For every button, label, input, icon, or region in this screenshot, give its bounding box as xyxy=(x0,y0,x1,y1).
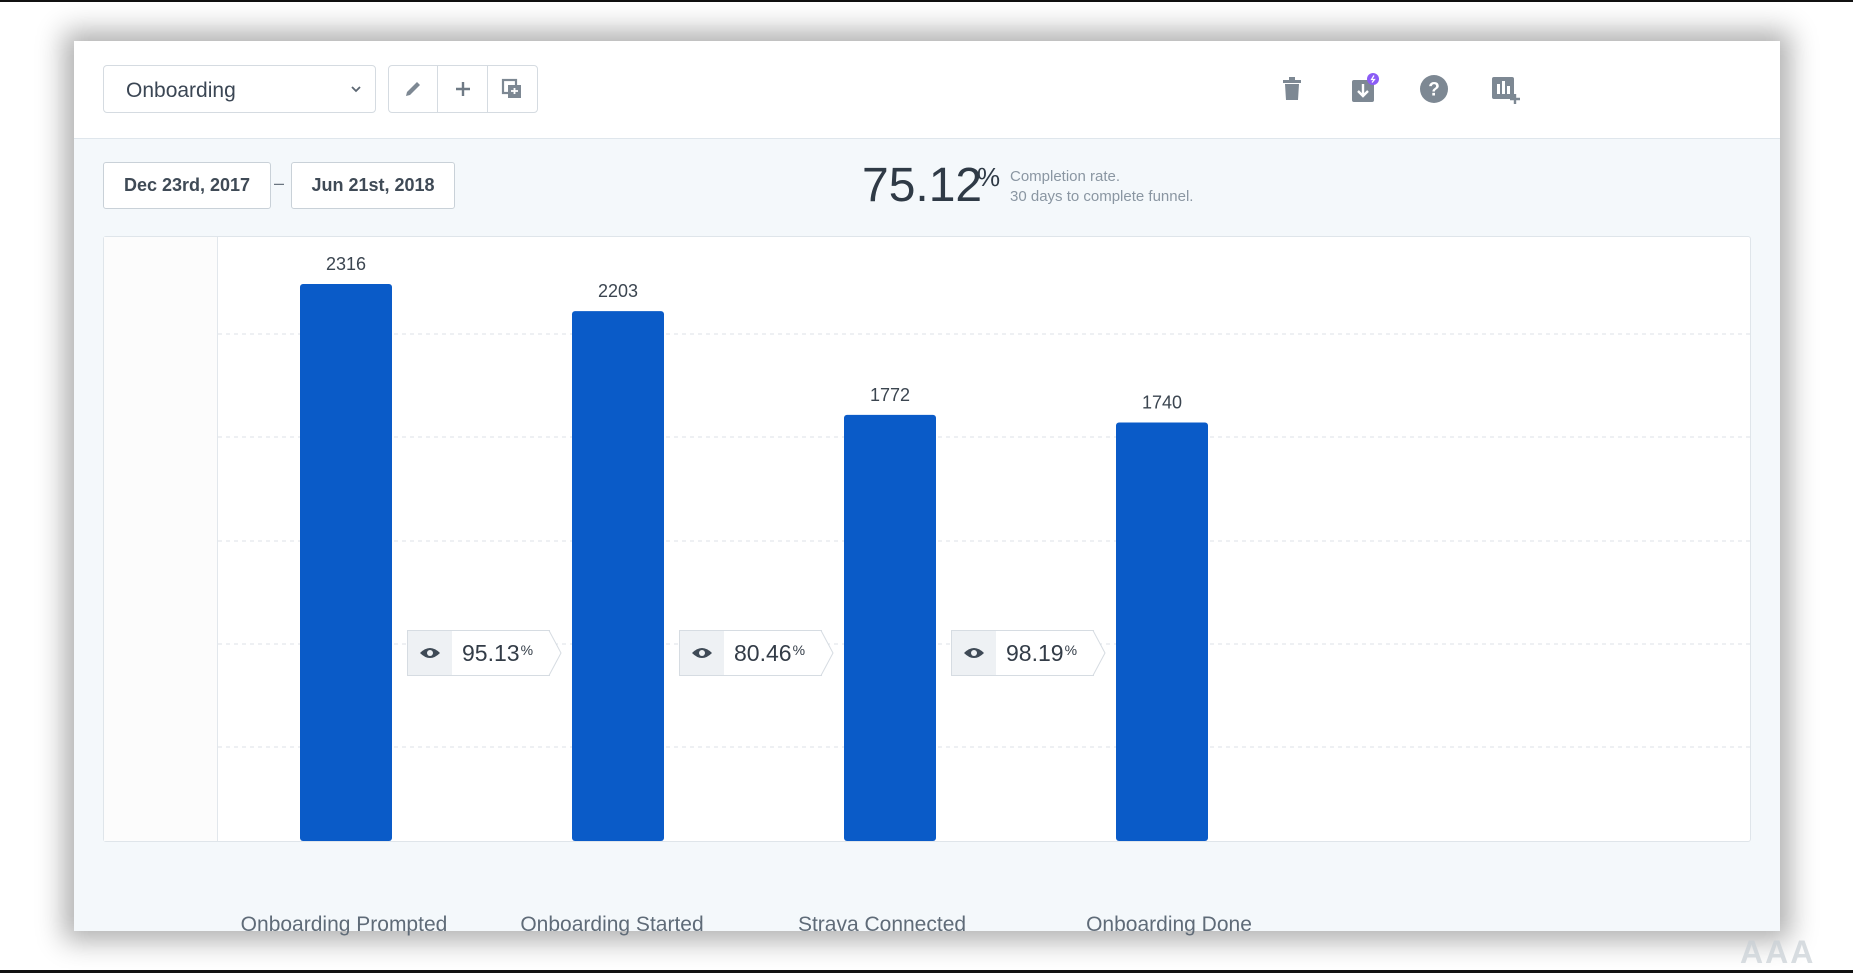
pencil-icon xyxy=(406,82,421,96)
add-report-button[interactable] xyxy=(1488,72,1522,106)
bar-4[interactable] xyxy=(1116,422,1208,841)
eye-icon[interactable] xyxy=(951,630,997,676)
bar-2[interactable] xyxy=(572,311,664,841)
completion-window-label: 30 days to complete funnel. xyxy=(1010,188,1194,205)
conversion-arrow xyxy=(820,630,834,676)
funnel-actions xyxy=(388,65,538,113)
conversion-rate-value: 95.13% xyxy=(452,630,550,676)
funnel-chart-svg: 2316 2203 1772 1740 xyxy=(218,254,1750,841)
watermark: AAA xyxy=(1740,934,1816,970)
funnel-chart: 2316 2203 1772 1740 xyxy=(103,236,1751,842)
bar-1[interactable] xyxy=(300,284,392,841)
y-axis-gutter xyxy=(104,237,218,841)
chevron-down-icon xyxy=(351,86,361,93)
duplicate-icon xyxy=(502,78,522,98)
conversion-arrow xyxy=(1092,630,1106,676)
plus-icon xyxy=(455,82,470,96)
completion-rate-percent: % xyxy=(977,162,1001,192)
bar-3[interactable] xyxy=(844,414,936,841)
edit-button[interactable] xyxy=(389,66,439,112)
screen-bottom-border xyxy=(0,970,1853,973)
help-button[interactable]: ? xyxy=(1417,72,1451,106)
bar-value-label: 2203 xyxy=(598,281,638,301)
conversion-unit: % xyxy=(1064,642,1078,658)
date-separator: – xyxy=(274,173,285,193)
x-axis-label: Onboarding Started xyxy=(520,913,704,936)
conversion-rate-value: 98.19% xyxy=(996,630,1094,676)
svg-text:?: ? xyxy=(1428,80,1440,101)
bar-value-label: 2316 xyxy=(326,254,366,274)
toolbar: Onboarding xyxy=(74,41,1780,139)
conversion-unit: % xyxy=(792,642,806,658)
x-axis-label: Onboarding Prompted xyxy=(240,913,448,936)
delete-button[interactable] xyxy=(1275,72,1309,106)
trash-icon xyxy=(1283,77,1301,100)
screen-top-border xyxy=(0,0,1853,2)
conversion-unit: % xyxy=(520,642,534,658)
eye-icon[interactable] xyxy=(679,630,725,676)
bar-value-label: 1740 xyxy=(1142,393,1182,413)
x-axis-label: Onboarding Done xyxy=(1086,913,1252,936)
conversion-rate-value: 80.46% xyxy=(724,630,822,676)
funnel-select[interactable]: Onboarding xyxy=(103,65,376,113)
duplicate-button[interactable] xyxy=(488,66,537,112)
conversion-arrow xyxy=(548,630,562,676)
completion-rate-value: 75.12 xyxy=(862,159,983,212)
start-date-button[interactable]: Dec 23rd, 2017 xyxy=(103,162,271,209)
help-icon: ? xyxy=(1420,75,1448,103)
eye-icon[interactable] xyxy=(407,630,453,676)
end-date-button[interactable]: Jun 21st, 2018 xyxy=(291,162,455,209)
download-icon xyxy=(1352,73,1379,102)
download-button[interactable] xyxy=(1346,72,1380,106)
add-button[interactable] xyxy=(438,66,488,112)
x-axis-label: Strava Connected xyxy=(797,913,967,936)
funnel-panel: Onboarding xyxy=(74,41,1813,970)
add-report-icon xyxy=(1492,77,1520,104)
bar-value-label: 1772 xyxy=(870,385,910,405)
completion-rate-label: Completion rate. xyxy=(1010,168,1121,185)
funnel-select-value: Onboarding xyxy=(126,79,236,102)
